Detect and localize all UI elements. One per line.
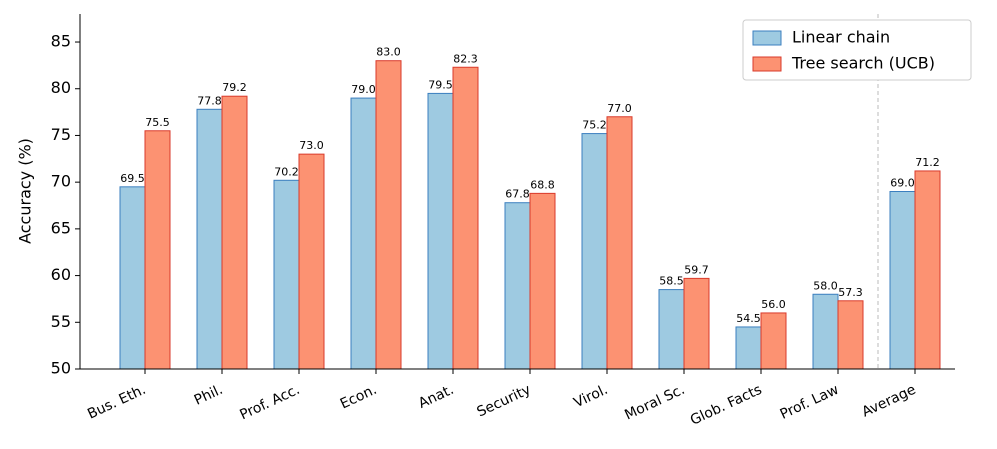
bar <box>273 179 300 370</box>
bar <box>683 277 710 370</box>
value-label: 79.2 <box>222 81 247 94</box>
y-tick-label: 70 <box>51 172 71 191</box>
value-label: 77.8 <box>197 94 222 107</box>
bar <box>529 192 556 370</box>
bar <box>504 202 531 370</box>
value-label: 79.0 <box>351 83 376 96</box>
bar <box>375 60 402 370</box>
value-label: 69.5 <box>120 172 145 185</box>
x-tick-label: Glob. Facts <box>688 382 764 429</box>
y-tick-label: 55 <box>51 312 71 331</box>
x-tick-label: Bus. Eth. <box>85 382 148 423</box>
bar <box>735 326 762 370</box>
value-label: 83.0 <box>376 46 401 59</box>
y-tick-label: 75 <box>51 125 71 144</box>
value-label: 58.0 <box>813 279 838 292</box>
legend-label: Linear chain <box>792 28 890 47</box>
x-tick-label: Phil. <box>192 382 226 409</box>
bar <box>581 133 608 370</box>
bar <box>119 186 146 370</box>
value-label: 68.8 <box>530 178 555 191</box>
value-label: 69.0 <box>890 177 915 190</box>
value-label: 82.3 <box>453 52 478 65</box>
y-tick-label: 60 <box>51 265 71 284</box>
bar <box>889 191 916 370</box>
x-tick-label: Moral Sc. <box>622 382 687 424</box>
value-label: 67.8 <box>505 188 530 201</box>
value-label: 56.0 <box>761 298 786 311</box>
value-label: 54.5 <box>736 312 761 325</box>
bar <box>760 312 787 370</box>
value-label: 77.0 <box>607 102 632 115</box>
value-label: 58.5 <box>659 275 684 288</box>
bar <box>452 66 479 370</box>
bar <box>658 289 685 370</box>
value-label: 73.0 <box>299 139 324 152</box>
y-axis-label: Accuracy (%) <box>16 138 35 244</box>
legend-swatch <box>752 30 782 46</box>
value-label: 75.5 <box>145 116 170 129</box>
y-tick-label: 80 <box>51 78 71 97</box>
x-tick-label: Econ. <box>338 382 380 413</box>
value-label: 75.2 <box>582 119 607 132</box>
value-label: 71.2 <box>915 156 940 169</box>
bar <box>298 153 325 370</box>
x-tick-label: Security <box>475 382 534 421</box>
y-tick-label: 50 <box>51 359 71 378</box>
bar <box>837 300 864 370</box>
value-label: 79.5 <box>428 78 453 91</box>
x-tick-label: Anat. <box>416 382 456 412</box>
bar <box>914 170 941 370</box>
y-tick-label: 65 <box>51 218 71 237</box>
y-tick-label: 85 <box>51 32 71 51</box>
legend <box>742 19 972 81</box>
x-tick-label: Average <box>860 382 919 421</box>
x-tick-label: Prof. Law <box>778 382 842 423</box>
x-tick-label: Virol. <box>571 382 610 412</box>
bar <box>196 108 223 370</box>
bar <box>812 293 839 370</box>
bar <box>350 97 377 370</box>
value-label: 59.7 <box>684 263 709 276</box>
bar <box>221 95 248 370</box>
legend-swatch <box>752 56 782 72</box>
value-label: 70.2 <box>274 165 299 178</box>
bar <box>144 130 171 370</box>
bar <box>427 92 454 370</box>
x-tick-label: Prof. Acc. <box>237 382 302 424</box>
bar <box>606 116 633 370</box>
legend-label: Tree search (UCB) <box>791 54 935 73</box>
value-label: 57.3 <box>838 286 863 299</box>
